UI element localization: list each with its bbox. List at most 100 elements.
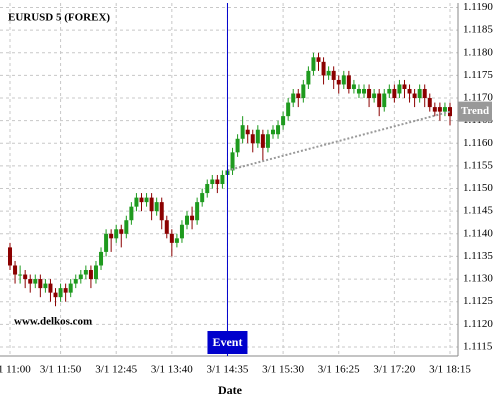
- x-tick-label: 3/1 12:45: [95, 364, 137, 376]
- candle-body: [220, 174, 225, 185]
- x-tick-label: 3/1 13:40: [151, 364, 193, 376]
- candle-body: [174, 238, 179, 243]
- y-tick-label: 1.1135: [463, 250, 493, 262]
- candle-body: [129, 206, 134, 221]
- candle-body: [341, 75, 346, 85]
- chart-title: EURUSD 5 (FOREX): [8, 12, 110, 24]
- candle-body: [159, 202, 164, 221]
- candle-body: [134, 197, 139, 207]
- y-tick-label: 1.1130: [463, 273, 493, 285]
- y-tick-label: 1.1160: [463, 137, 493, 149]
- candle-body: [276, 125, 281, 135]
- candle-body: [301, 84, 306, 99]
- candle-body: [235, 138, 240, 153]
- candle-body: [402, 84, 407, 89]
- candle-body: [144, 197, 149, 203]
- candle-body: [169, 233, 174, 243]
- candle-body: [346, 75, 351, 89]
- candle-body: [104, 233, 109, 252]
- candle-body: [281, 116, 286, 126]
- y-tick-label: 1.1170: [463, 92, 493, 104]
- candle-body: [215, 179, 220, 185]
- candle-body: [397, 84, 402, 94]
- candle-body: [200, 193, 205, 203]
- y-tick-label: 1.1145: [463, 205, 493, 217]
- candle-body: [58, 288, 63, 298]
- candle-body: [83, 270, 88, 275]
- candle-body: [230, 152, 235, 171]
- candle-body: [367, 88, 372, 99]
- candle-body: [417, 88, 422, 99]
- candle-body: [114, 229, 119, 239]
- candle-body: [291, 93, 296, 103]
- candle-body: [260, 134, 265, 148]
- candle-body: [442, 107, 447, 112]
- candle-body: [286, 102, 291, 117]
- candle-body: [432, 107, 437, 112]
- candle-body: [68, 283, 73, 293]
- y-tick-label: 1.1125: [463, 295, 493, 307]
- candle-body: [306, 70, 311, 85]
- candle-body: [448, 107, 452, 117]
- candle-body: [270, 129, 275, 135]
- candle-body: [8, 247, 12, 266]
- candle-body: [185, 215, 190, 225]
- candle-body: [316, 57, 321, 62]
- candle-body: [311, 57, 316, 71]
- candle-body: [210, 179, 215, 185]
- candle-body: [387, 88, 392, 94]
- candle-body: [73, 279, 78, 284]
- y-tick-label: 1.1155: [463, 159, 493, 171]
- y-tick-label: 1.1115: [463, 340, 493, 352]
- candle-body: [265, 134, 270, 148]
- event-label: Event: [212, 335, 242, 349]
- x-tick-label: 3/1 11:50: [40, 364, 82, 376]
- candle-body: [33, 279, 38, 284]
- candle-body: [331, 70, 336, 80]
- y-tick-label: 1.1150: [463, 182, 493, 194]
- candle-body: [427, 98, 432, 108]
- event-label-box: [207, 331, 248, 354]
- candle-body: [119, 229, 124, 234]
- candle-body: [195, 202, 200, 221]
- candle-body: [437, 107, 442, 112]
- candle-body: [321, 61, 326, 76]
- candle-body: [23, 274, 28, 280]
- candle-body: [139, 197, 144, 203]
- candle-body: [93, 265, 98, 280]
- y-tick-label: 1.1185: [463, 24, 493, 36]
- candle-body: [28, 279, 33, 284]
- x-axis-label: Date: [218, 383, 243, 397]
- trend-label: Trend: [461, 105, 489, 117]
- candle-body: [124, 220, 129, 234]
- y-tick-label: 1.1175: [463, 69, 493, 81]
- candle-body: [48, 283, 53, 293]
- candle-body: [326, 70, 331, 76]
- candle-body: [43, 283, 48, 289]
- x-tick-label: 3/1 15:30: [262, 364, 304, 376]
- candle-body: [38, 279, 43, 289]
- candle-body: [407, 88, 412, 94]
- candle-body: [18, 274, 23, 276]
- candle-body: [63, 288, 68, 293]
- y-tick-label: 1.1190: [463, 1, 493, 13]
- candle-body: [164, 220, 169, 234]
- candle-body: [412, 93, 417, 99]
- candle-body: [245, 129, 250, 135]
- candle-body: [99, 251, 104, 266]
- candle-body: [296, 93, 301, 99]
- x-tick-label: 3/1 17:20: [373, 364, 415, 376]
- candle-body: [149, 197, 154, 212]
- candle-body: [179, 224, 184, 239]
- candle-body: [154, 202, 159, 212]
- x-tick-label: 3/1 18:15: [429, 364, 471, 376]
- candle-body: [250, 134, 255, 144]
- watermark: www.delkos.com: [14, 316, 92, 328]
- x-tick-label: 3/1 11:00: [0, 364, 31, 376]
- x-tick-label: 3/1 16:25: [318, 364, 360, 376]
- candle-body: [351, 84, 356, 89]
- trend-label-box: [458, 101, 492, 122]
- candle-body: [13, 265, 18, 275]
